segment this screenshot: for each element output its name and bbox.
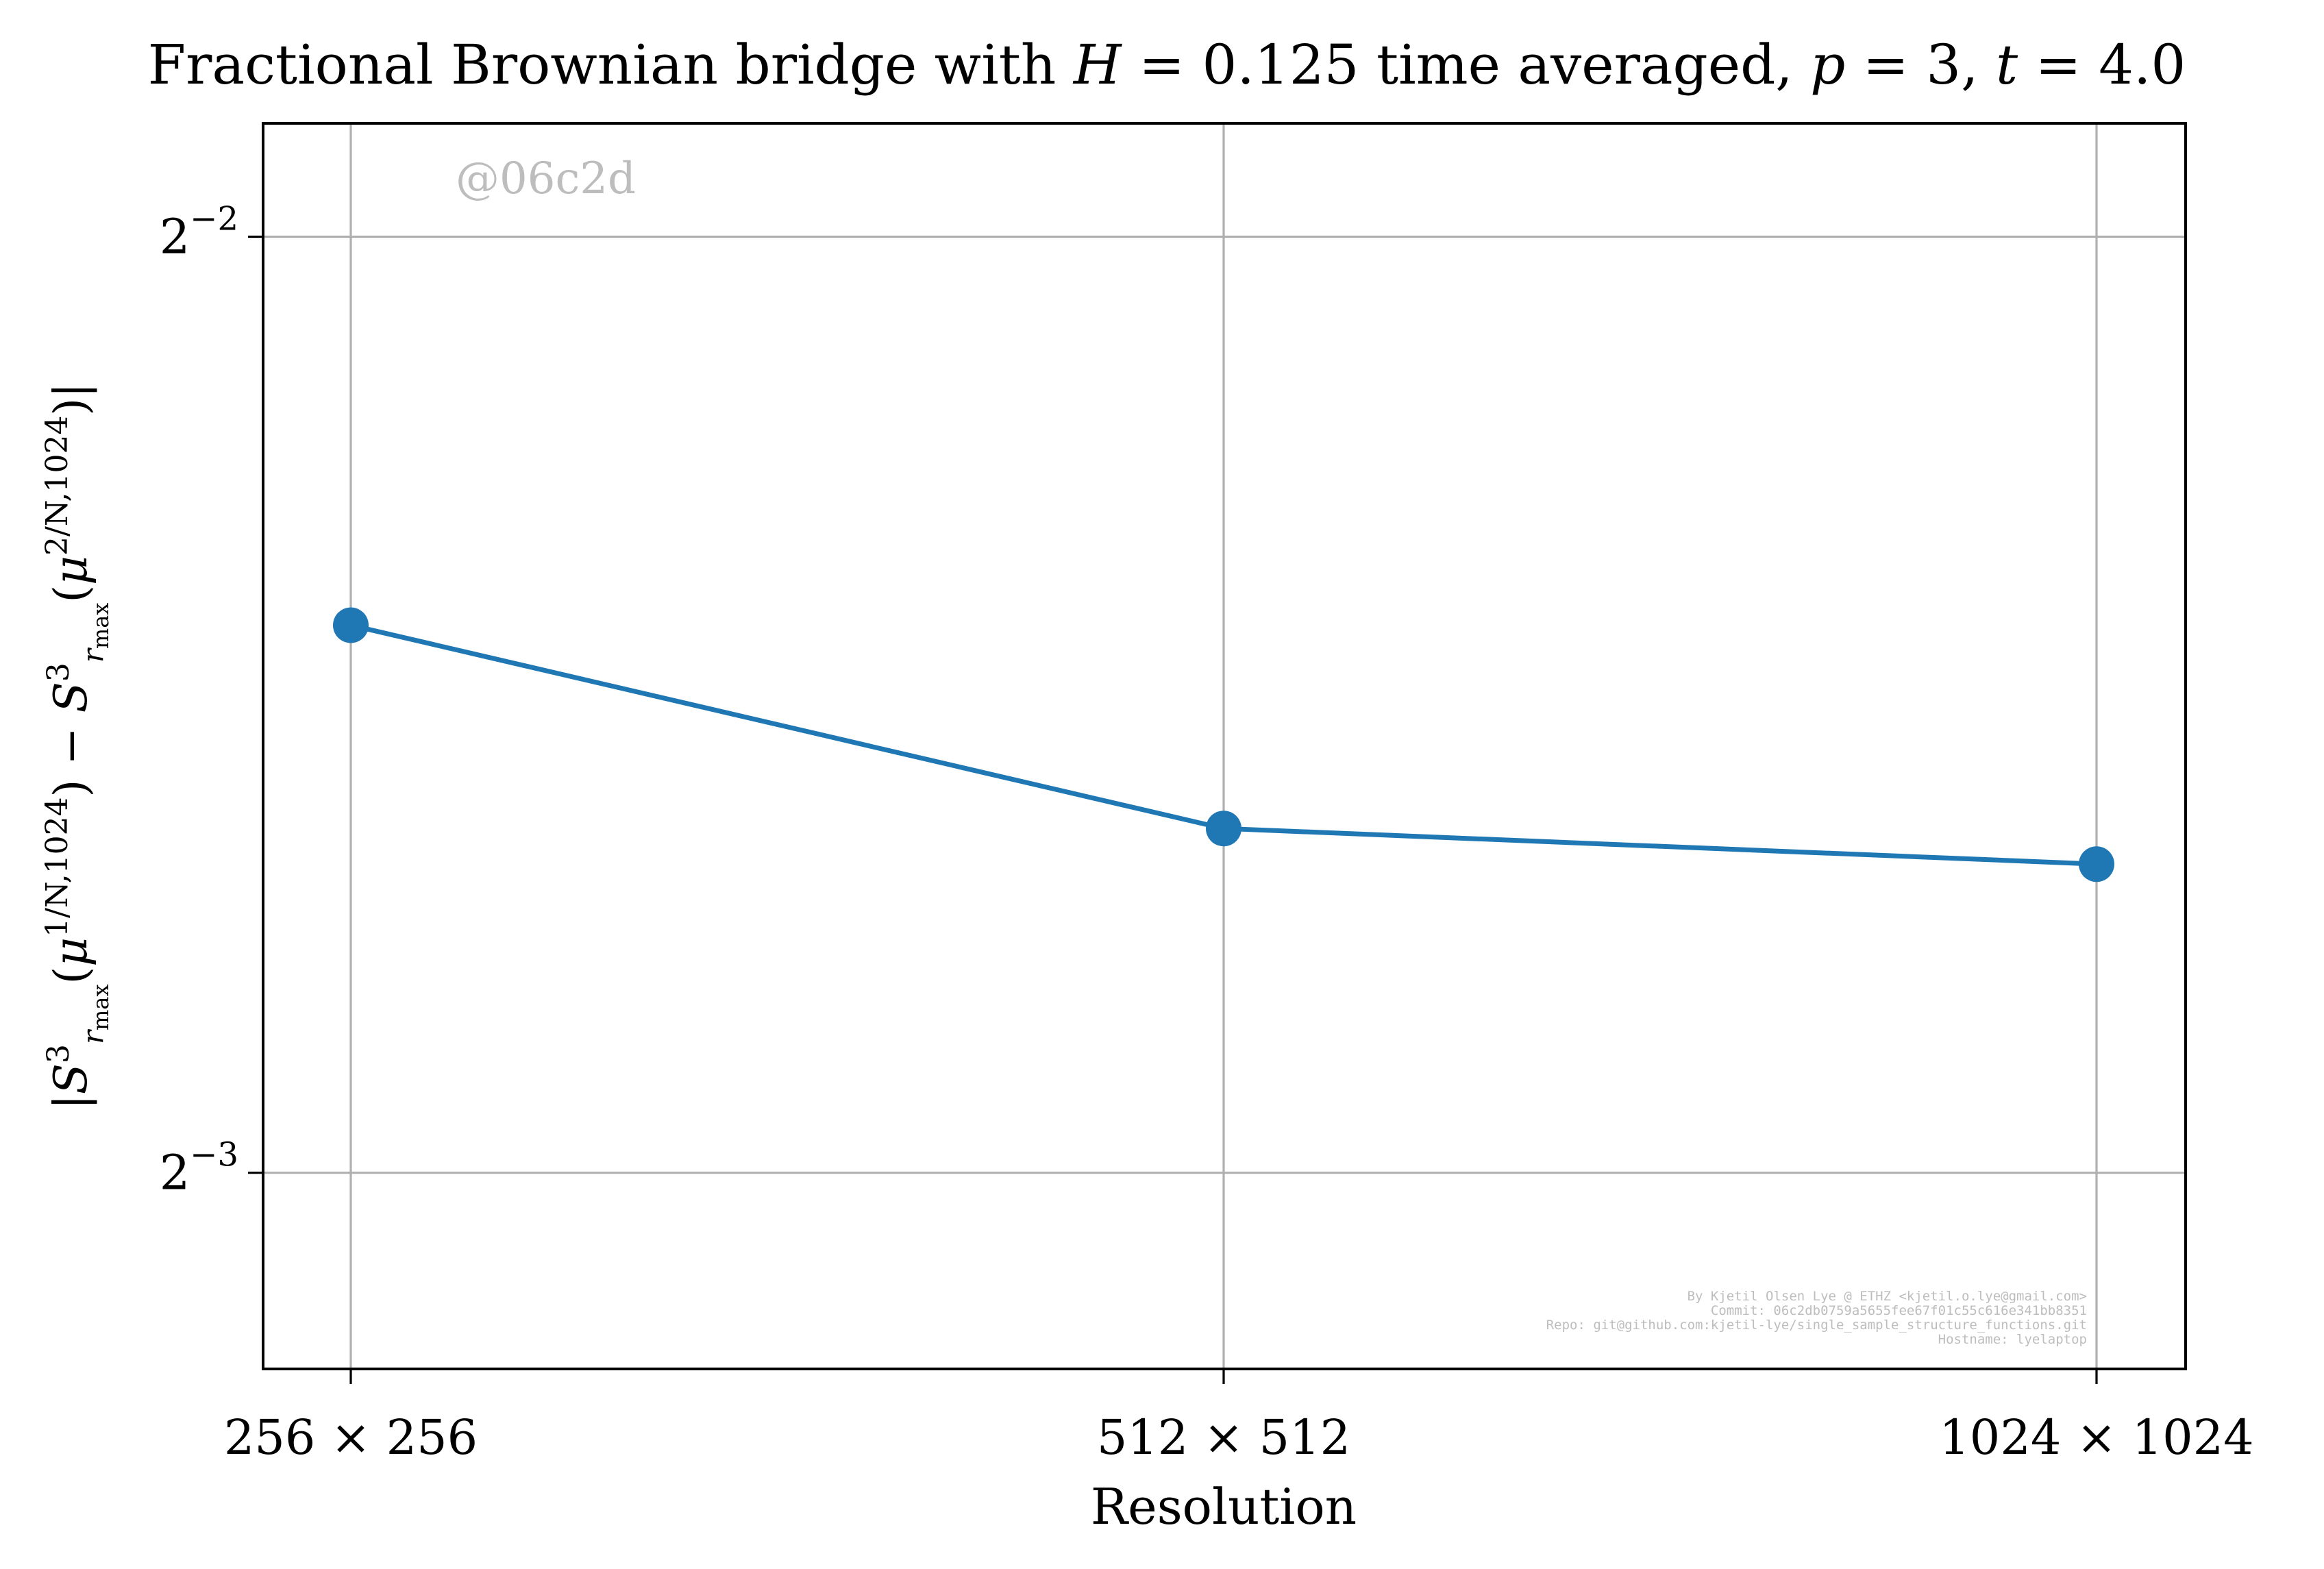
ylabel-sup3: 3 [41, 663, 76, 682]
y-tick-base: 2 [160, 1145, 190, 1201]
credit-line: Hostname: lyelaptop [1938, 1332, 2087, 1347]
x-tick-label: 512 × 512 [1097, 1409, 1350, 1466]
grid-lines [263, 123, 2186, 1369]
series-layer [333, 607, 2114, 882]
ylabel-sup1: 3 [41, 1044, 76, 1063]
ylabel-sub1: r [76, 1028, 110, 1044]
credits-block: By Kjetil Olsen Lye @ ETHZ <kjetil.o.lye… [1546, 1289, 2087, 1347]
data-point [2079, 846, 2114, 882]
x-tick-label: 256 × 256 [224, 1409, 478, 1466]
ylabel-sup2: 1/N,1024 [40, 797, 75, 937]
watermark: @06c2d [456, 153, 636, 204]
title-p: p [1810, 33, 1845, 97]
title-t: t [1996, 33, 2018, 97]
credit-line: By Kjetil Olsen Lye @ ETHZ <kjetil.o.lye… [1688, 1289, 2087, 1304]
y-tick-base: 2 [160, 209, 190, 265]
title-part-3: = 3, [1845, 33, 1996, 97]
data-point [333, 607, 369, 643]
ylabel-S2: S [45, 682, 97, 713]
title-part-4: = 4.0 [2018, 33, 2186, 97]
ylabel-sub2: r [76, 647, 110, 663]
x-ticks: 256 × 256 512 × 512 1024 × 1024 [224, 1369, 2254, 1466]
ylabel-part-4: ( [45, 585, 97, 603]
ylabel-sup4: 2/N,1024 [40, 415, 75, 555]
title-H: H [1072, 33, 1123, 97]
title-part-1: Fractional Brownian bridge with [148, 33, 1074, 97]
ylabel-sub1b: max [88, 985, 114, 1030]
ylabel-mu1: μ [45, 937, 97, 967]
data-point [1206, 811, 1241, 847]
x-axis-label: Resolution [1091, 1478, 1357, 1535]
credit-line: Commit: 06c2db0759a5655fee67f01c55c616e3… [1711, 1303, 2087, 1318]
ylabel-sub2b: max [88, 603, 114, 649]
ylabel-mu2: μ [45, 556, 97, 585]
credit-line: Repo: git@github.com:kjetil-lye/single_s… [1546, 1318, 2087, 1333]
ylabel-S1: S [45, 1063, 97, 1094]
ylabel-part-3: ) − [45, 713, 97, 797]
y-tick-label: 2−3 [160, 1136, 238, 1201]
x-tick-label: 1024 × 1024 [1939, 1409, 2253, 1466]
title-part-2: = 0.125 time averaged, [1122, 33, 1811, 97]
y-tick-exponent: −2 [190, 200, 238, 238]
y-axis-label: |S3rmax(μ1/N,1024) − S3rmax(μ2/N,1024)| [40, 382, 114, 1109]
ylabel-part-2: ( [45, 967, 97, 985]
y-tick-exponent: −3 [190, 1136, 238, 1174]
ylabel-part-5: )| [45, 382, 97, 415]
y-ticks: 2−22−3 [160, 200, 263, 1201]
ylabel-part-1: | [45, 1094, 97, 1109]
chart-title: Fractional Brownian bridge with H = 0.12… [148, 33, 2186, 97]
y-tick-label: 2−2 [160, 200, 238, 265]
